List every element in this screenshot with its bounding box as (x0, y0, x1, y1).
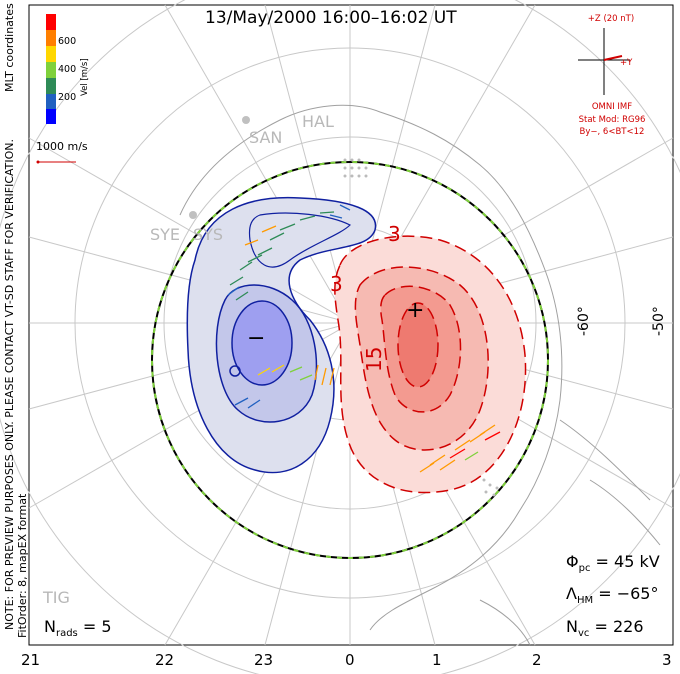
contour-label: 3 (388, 222, 401, 246)
colorbar-title: Vel [m/s] (80, 58, 90, 96)
mlt-label: 23 (254, 651, 274, 669)
negative-convection-cell (186, 196, 377, 474)
mlt-label: 21 (21, 651, 41, 669)
coordinate-system-label: MLT coordinates (3, 3, 16, 92)
radar-coverage-dots (343, 158, 499, 497)
mlt-label: 3 (662, 651, 672, 669)
velocity-scale-dot (36, 160, 40, 164)
plot-frame (28, 4, 674, 646)
velocity-scale-label: 1000 m/s (36, 140, 88, 153)
colorbar-tick: 600 (58, 36, 77, 47)
fit-order-label: FitOrder: 8, mapEX format (16, 493, 29, 638)
mlt-label: 0 (345, 651, 355, 669)
mlt-label: 22 (155, 651, 175, 669)
n-rads-stat: Nrads = 5 (44, 617, 112, 640)
mlt-label: 1 (432, 651, 442, 669)
imf-y-label: +Y (620, 58, 633, 68)
imf-z-label: +Z (20 nT) (587, 14, 635, 24)
latitude-label: -60° (576, 306, 592, 336)
contour-label: 3 (330, 272, 343, 296)
station-label: SYS (193, 225, 224, 244)
contour-label: 15 (362, 346, 386, 372)
cell-marker (229, 365, 241, 377)
stat-model: Stat Mod: RG96 (578, 115, 646, 125)
hmb-model-vectors (151, 161, 549, 559)
latitude-label: -50° (651, 306, 667, 336)
phi-pc-stat: Φpc = 45 kV (566, 552, 660, 575)
colorbar-tick: 400 (58, 64, 77, 75)
velocity-vectors (227, 204, 501, 473)
station-label: HAL (302, 112, 334, 131)
colorbar-tick: 200 (58, 92, 77, 103)
imf-source: OMNI IMF (591, 102, 633, 112)
coastline (179, 104, 661, 646)
imf-condition: By−, 6<BT<12 (579, 127, 645, 137)
station-label: TIG (43, 588, 70, 607)
potential-minimum-symbol: − (247, 326, 266, 351)
preview-note: NOTE: FOR PREVIEW PURPOSES ONLY. PLEASE … (3, 138, 16, 630)
station-label: SYE (150, 225, 181, 244)
velocity-colorbar (46, 14, 56, 124)
potential-maximum-symbol: + (406, 298, 425, 323)
mlt-label: 2 (532, 651, 542, 669)
imf-clock (578, 28, 630, 95)
positive-convection-cell (334, 235, 527, 494)
n-vc-stat: Nvc = 226 (566, 617, 644, 640)
lambda-hm-stat: ΛHM = −65° (566, 584, 659, 607)
station-label: SAN (249, 128, 283, 147)
map-title: 13/May/2000 16:00–16:02 UT (205, 8, 457, 28)
